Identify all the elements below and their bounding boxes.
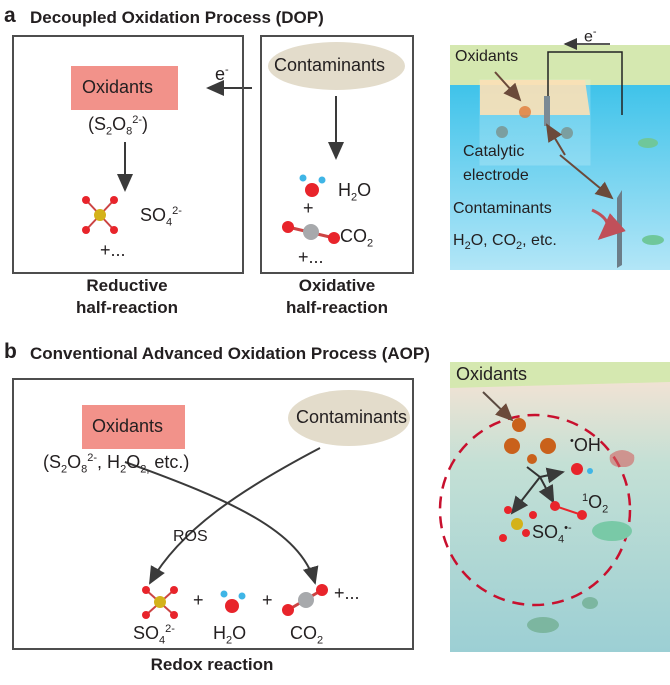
reductive-box <box>12 35 244 274</box>
fish-icon <box>592 521 632 541</box>
aop-illustration <box>438 362 670 652</box>
panel-letter-b: b <box>4 340 17 363</box>
ill-oxidants: Oxidants <box>455 48 519 65</box>
plus-sign: + <box>193 590 204 610</box>
contaminants-label: Contaminants <box>274 55 386 75</box>
plus-more: +... <box>298 247 324 267</box>
redox-box <box>12 378 414 650</box>
oxidants-box <box>71 66 178 110</box>
ros-label: ROS <box>173 528 208 545</box>
ill-oxidants: Oxidants <box>456 364 528 384</box>
panel-a-title: Decoupled Oxidation Process (DOP) <box>30 8 324 27</box>
sulfate-label: SO42- <box>133 623 175 647</box>
co2-label: CO2 <box>340 226 374 250</box>
ill-sulfate-radical: SO4•- <box>532 522 572 546</box>
oxidant-formula: (S2O82-) <box>88 114 149 138</box>
sulfate-molecule <box>82 196 118 234</box>
co2-molecule <box>282 221 340 244</box>
redox-label: Redox reaction <box>150 655 274 674</box>
water-label: H2O <box>213 623 247 647</box>
electron-label: e- <box>215 64 229 84</box>
sulfate-molecule <box>142 586 178 619</box>
plus-sign: + <box>303 198 314 218</box>
ill-singlet-o2: 1O2 <box>582 492 609 516</box>
panel-letter-a: a <box>4 4 16 27</box>
oxidant-formula: (S2O82-, H2O2, etc.) <box>43 452 190 476</box>
contaminants-ellipse <box>288 390 410 446</box>
fish-icon <box>638 138 658 148</box>
oxidants-box <box>82 405 185 449</box>
panel-b-title: Conventional Advanced Oxidation Process … <box>30 344 430 363</box>
fish-icon <box>642 235 664 245</box>
contaminants-label: Contaminants <box>296 407 408 427</box>
plus-more: +... <box>334 583 360 603</box>
oxidants-label: Oxidants <box>92 416 164 436</box>
ill-electrode: electrode <box>463 167 529 184</box>
sulfate-label: SO42- <box>140 205 182 229</box>
co2-molecule <box>282 584 328 616</box>
contaminants-ellipse <box>268 42 405 90</box>
oxidative-label: Oxidative <box>298 276 376 295</box>
ill-oh: •OH <box>570 435 601 455</box>
oxidative-label-2: half-reaction <box>285 298 389 317</box>
ill-catalytic: Catalytic <box>463 143 525 160</box>
co2-label: CO2 <box>290 623 324 647</box>
fish-icon <box>582 597 598 609</box>
reductive-label: Reductive <box>86 276 168 295</box>
oxidative-box <box>260 35 414 274</box>
fish-icon <box>527 617 559 633</box>
reductive-label-2: half-reaction <box>75 298 179 317</box>
plus-sign: + <box>262 590 273 610</box>
ill-products: H2O, CO2, etc. <box>453 232 557 253</box>
plus-more: +... <box>100 240 126 260</box>
oxidants-label: Oxidants <box>82 77 154 97</box>
ill-electron: e- <box>584 26 597 46</box>
dop-illustration <box>450 38 670 270</box>
water-molecule <box>299 174 326 197</box>
water-molecule <box>220 590 246 613</box>
ill-contaminants: Contaminants <box>453 200 552 217</box>
skull-icon <box>609 450 635 467</box>
water-label: H2O <box>338 180 372 204</box>
